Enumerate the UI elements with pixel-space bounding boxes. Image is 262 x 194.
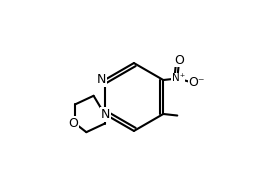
Text: O: O <box>68 117 78 130</box>
Text: N: N <box>97 73 106 86</box>
Text: O: O <box>174 54 184 67</box>
Text: N: N <box>101 108 110 121</box>
Text: N⁺: N⁺ <box>172 73 185 83</box>
Text: O⁻: O⁻ <box>188 76 205 89</box>
